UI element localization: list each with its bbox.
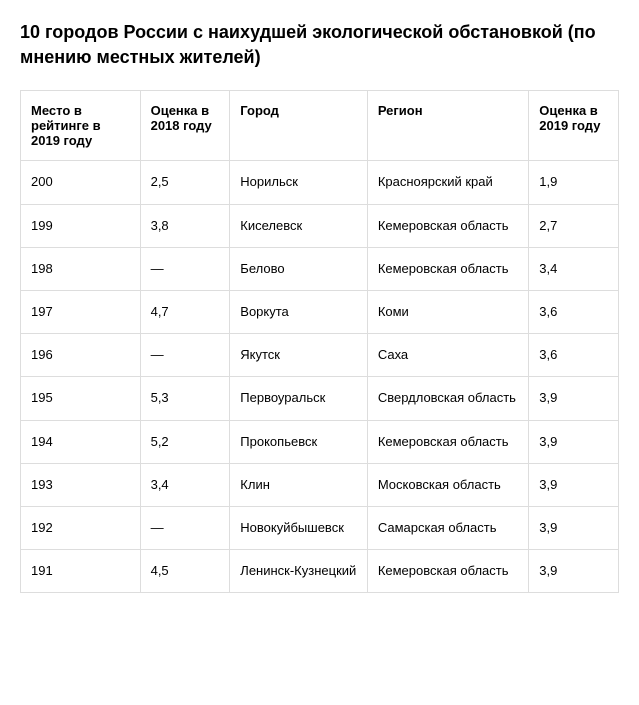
- cell-region: Свердловская область: [367, 377, 528, 420]
- cell-city: Прокопьевск: [230, 420, 368, 463]
- cell-region: Кемеровская область: [367, 420, 528, 463]
- table-row: 199 3,8 Киселевск Кемеровская область 2,…: [21, 204, 619, 247]
- col-header-city: Город: [230, 91, 368, 161]
- cell-rank: 193: [21, 463, 141, 506]
- ecology-rating-table: Место в рейтинге в 2019 году Оценка в 20…: [20, 90, 619, 593]
- cell-region: Кемеровская область: [367, 550, 528, 593]
- cell-city: Воркута: [230, 290, 368, 333]
- cell-score2019: 3,9: [529, 550, 619, 593]
- cell-rank: 196: [21, 334, 141, 377]
- table-row: 195 5,3 Первоуральск Свердловская област…: [21, 377, 619, 420]
- cell-region: Саха: [367, 334, 528, 377]
- cell-score2019: 3,4: [529, 247, 619, 290]
- page-title: 10 городов России с наихудшей экологичес…: [20, 20, 619, 70]
- cell-city: Норильск: [230, 161, 368, 204]
- cell-rank: 198: [21, 247, 141, 290]
- cell-city: Белово: [230, 247, 368, 290]
- table-row: 193 3,4 Клин Московская область 3,9: [21, 463, 619, 506]
- cell-score2018: —: [140, 247, 230, 290]
- cell-score2019: 3,9: [529, 377, 619, 420]
- cell-score2019: 3,6: [529, 290, 619, 333]
- table-row: 194 5,2 Прокопьевск Кемеровская область …: [21, 420, 619, 463]
- cell-region: Самарская область: [367, 506, 528, 549]
- cell-region: Красноярский край: [367, 161, 528, 204]
- cell-score2018: —: [140, 506, 230, 549]
- cell-score2019: 3,9: [529, 506, 619, 549]
- table-header-row: Место в рейтинге в 2019 году Оценка в 20…: [21, 91, 619, 161]
- cell-score2018: —: [140, 334, 230, 377]
- cell-city: Ленинск-Кузнецкий: [230, 550, 368, 593]
- cell-rank: 195: [21, 377, 141, 420]
- cell-score2018: 4,5: [140, 550, 230, 593]
- cell-rank: 194: [21, 420, 141, 463]
- cell-region: Кемеровская область: [367, 204, 528, 247]
- cell-score2019: 3,6: [529, 334, 619, 377]
- cell-region: Московская область: [367, 463, 528, 506]
- table-row: 197 4,7 Воркута Коми 3,6: [21, 290, 619, 333]
- cell-score2018: 3,4: [140, 463, 230, 506]
- cell-score2018: 5,2: [140, 420, 230, 463]
- cell-city: Клин: [230, 463, 368, 506]
- cell-rank: 191: [21, 550, 141, 593]
- cell-score2018: 2,5: [140, 161, 230, 204]
- cell-score2019: 1,9: [529, 161, 619, 204]
- cell-score2018: 4,7: [140, 290, 230, 333]
- cell-city: Якутск: [230, 334, 368, 377]
- cell-score2018: 5,3: [140, 377, 230, 420]
- table-row: 198 — Белово Кемеровская область 3,4: [21, 247, 619, 290]
- col-header-rank: Место в рейтинге в 2019 году: [21, 91, 141, 161]
- cell-city: Первоуральск: [230, 377, 368, 420]
- table-row: 200 2,5 Норильск Красноярский край 1,9: [21, 161, 619, 204]
- cell-score2019: 3,9: [529, 463, 619, 506]
- table-row: 196 — Якутск Саха 3,6: [21, 334, 619, 377]
- cell-score2019: 3,9: [529, 420, 619, 463]
- cell-score2019: 2,7: [529, 204, 619, 247]
- table-row: 191 4,5 Ленинск-Кузнецкий Кемеровская об…: [21, 550, 619, 593]
- cell-city: Киселевск: [230, 204, 368, 247]
- col-header-region: Регион: [367, 91, 528, 161]
- cell-rank: 197: [21, 290, 141, 333]
- cell-city: Новокуйбышевск: [230, 506, 368, 549]
- cell-region: Коми: [367, 290, 528, 333]
- cell-rank: 192: [21, 506, 141, 549]
- cell-rank: 200: [21, 161, 141, 204]
- cell-region: Кемеровская область: [367, 247, 528, 290]
- table-row: 192 — Новокуйбышевск Самарская область 3…: [21, 506, 619, 549]
- col-header-score2019: Оценка в 2019 году: [529, 91, 619, 161]
- cell-rank: 199: [21, 204, 141, 247]
- cell-score2018: 3,8: [140, 204, 230, 247]
- col-header-score2018: Оценка в 2018 году: [140, 91, 230, 161]
